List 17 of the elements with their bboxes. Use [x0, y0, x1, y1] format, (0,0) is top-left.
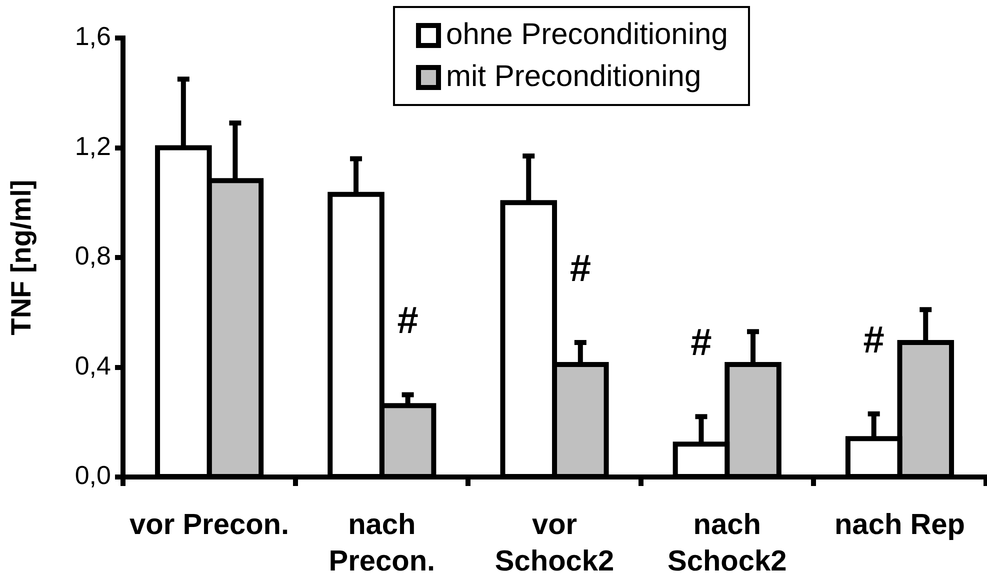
x-tick-label: nach Rep	[834, 509, 965, 542]
y-axis-title: TNF [ng/ml]	[6, 180, 37, 336]
x-tick-label: nach Precon.	[328, 509, 436, 576]
y-tick-label: 1,6	[74, 21, 111, 52]
data-label: #	[690, 322, 712, 364]
x-tick-label: vor Precon.	[130, 509, 290, 542]
x-tick-label: nach Schock2	[667, 509, 787, 576]
data-label: #	[570, 248, 591, 290]
y-tick-label: 1,2	[74, 130, 111, 161]
x-tick-label: vor Schock2	[494, 509, 614, 576]
y-tick-label: 0,8	[74, 240, 111, 271]
legend-label: ohne Preconditioning	[446, 18, 728, 51]
data-label: #	[863, 319, 884, 362]
y-tick-label: 0,4	[74, 350, 111, 380]
legend-label: mit Preconditioning	[446, 60, 702, 93]
data-label: #	[397, 300, 418, 342]
y-tick-label: 0,0	[74, 460, 111, 490]
